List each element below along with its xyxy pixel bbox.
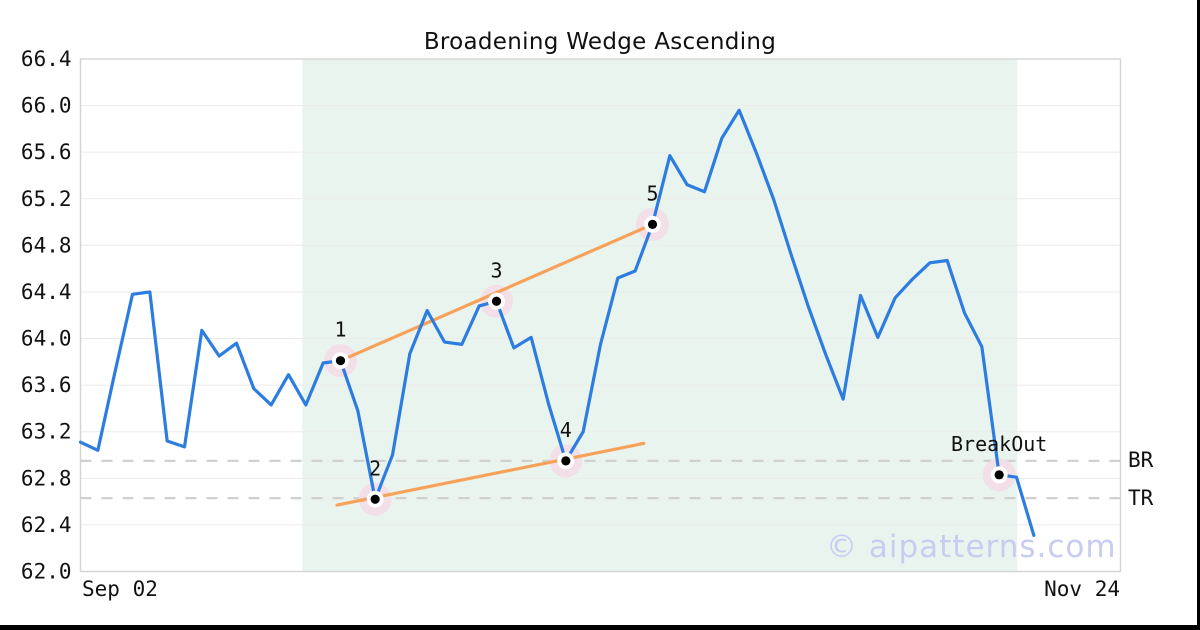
y-tick-label: 66.4 bbox=[21, 47, 72, 71]
y-tick-label: 63.2 bbox=[21, 420, 72, 444]
pattern-point-label: 1 bbox=[334, 318, 346, 342]
y-tick-label: 62.0 bbox=[21, 560, 72, 584]
y-tick-label: 64.4 bbox=[21, 280, 72, 304]
lower-trendline bbox=[335, 441, 646, 507]
screen-edge-bottom bbox=[0, 625, 1200, 630]
pattern-point-label: BreakOut bbox=[951, 432, 1047, 456]
pattern-point-label: 4 bbox=[560, 418, 572, 442]
page-title: Broadening Wedge Ascending bbox=[423, 29, 777, 55]
pattern-point-dot bbox=[370, 494, 380, 504]
pattern-point-label: 3 bbox=[490, 258, 502, 282]
pattern-point-dot bbox=[561, 456, 571, 466]
pattern-point-dot bbox=[491, 296, 502, 306]
pattern-point-dot bbox=[335, 356, 346, 366]
watermark: © aipatterns.com bbox=[826, 529, 1117, 565]
pattern-point-dot bbox=[647, 219, 658, 229]
y-tick-label: 62.8 bbox=[21, 466, 72, 490]
pattern-shaded-region bbox=[302, 59, 1018, 572]
y-tick-label: 64.8 bbox=[21, 233, 72, 257]
y-tick-label: 65.6 bbox=[21, 140, 72, 164]
pattern-point-label: 5 bbox=[646, 181, 658, 205]
y-tick-label: 66.0 bbox=[21, 94, 72, 118]
plot-border bbox=[79, 58, 1122, 573]
pattern-point-dot bbox=[994, 470, 1004, 480]
y-tick-label: 63.6 bbox=[21, 373, 72, 397]
price-line bbox=[78, 108, 1036, 537]
level-label-br: BR bbox=[1128, 448, 1154, 472]
x-axis-tick-end: Nov 24 bbox=[1044, 577, 1120, 601]
screen-edge-right bbox=[1197, 0, 1200, 630]
pattern-point-label: 2 bbox=[369, 456, 381, 480]
x-axis-tick-start: Sep 02 bbox=[82, 577, 158, 601]
y-tick-label: 64.0 bbox=[21, 327, 72, 351]
upper-trendline bbox=[338, 222, 655, 363]
y-tick-label: 62.4 bbox=[21, 513, 72, 537]
level-label-tr: TR bbox=[1128, 486, 1154, 510]
y-tick-label: 65.2 bbox=[21, 187, 72, 211]
